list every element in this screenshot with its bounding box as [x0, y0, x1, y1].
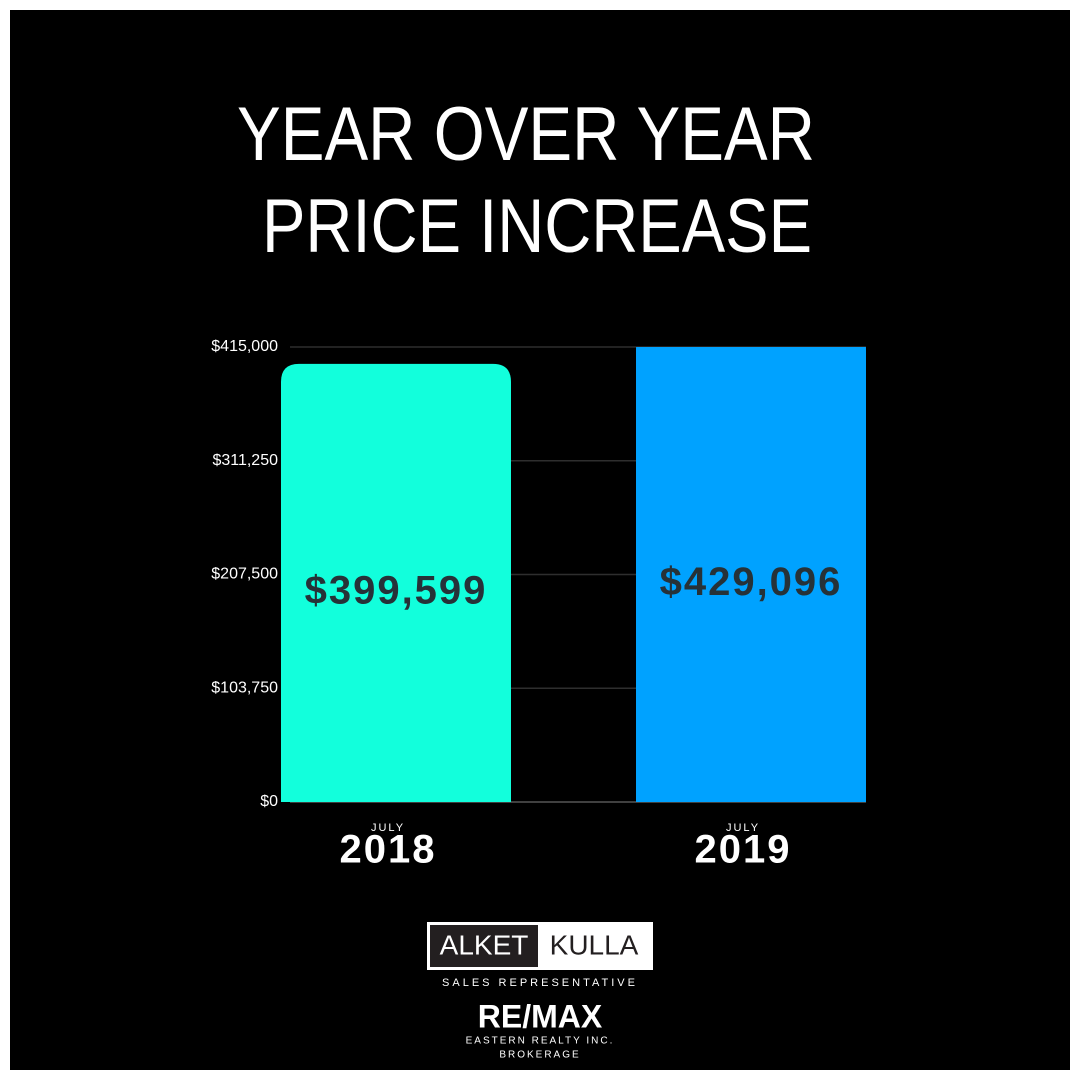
y-tick-label: $311,250 — [212, 452, 278, 469]
bar — [281, 363, 511, 802]
value-label: $399,599 — [305, 569, 488, 613]
branding: ALKET KULLA SALES REPRESENTATIVE RE/MAX … — [427, 922, 653, 1061]
company: RE/MAX — [478, 998, 603, 1034]
title-line: PRICE INCREASE — [262, 184, 812, 269]
role: SALES REPRESENTATIVE — [442, 977, 638, 989]
x-tick-label: 2018 — [340, 828, 437, 872]
bars — [281, 347, 866, 802]
y-tick-label: $207,500 — [211, 566, 278, 583]
title-line: YEAR OVER YEAR — [237, 92, 815, 177]
y-tick-label: $103,750 — [211, 679, 278, 696]
y-tick-label: $415,000 — [211, 338, 278, 355]
x-tick-sublabel: JULY — [726, 822, 760, 834]
value-label: $429,096 — [660, 560, 843, 604]
bar — [636, 347, 866, 802]
office: EASTERN REALTY INC. — [466, 1036, 615, 1047]
last-name: KULLA — [550, 929, 639, 960]
first-name: ALKET — [440, 929, 529, 960]
plot: $0 $103,750 $207,500 $311,250 $415,000 $399,5… — [211, 338, 866, 872]
x-tick-label: 2019 — [695, 828, 792, 872]
x-tick-sublabel: JULY — [371, 822, 405, 834]
office-type: BROKERAGE — [499, 1050, 580, 1061]
background — [10, 10, 1070, 1070]
name-box-left — [430, 925, 538, 967]
y-tick-label: $0 — [260, 793, 278, 810]
